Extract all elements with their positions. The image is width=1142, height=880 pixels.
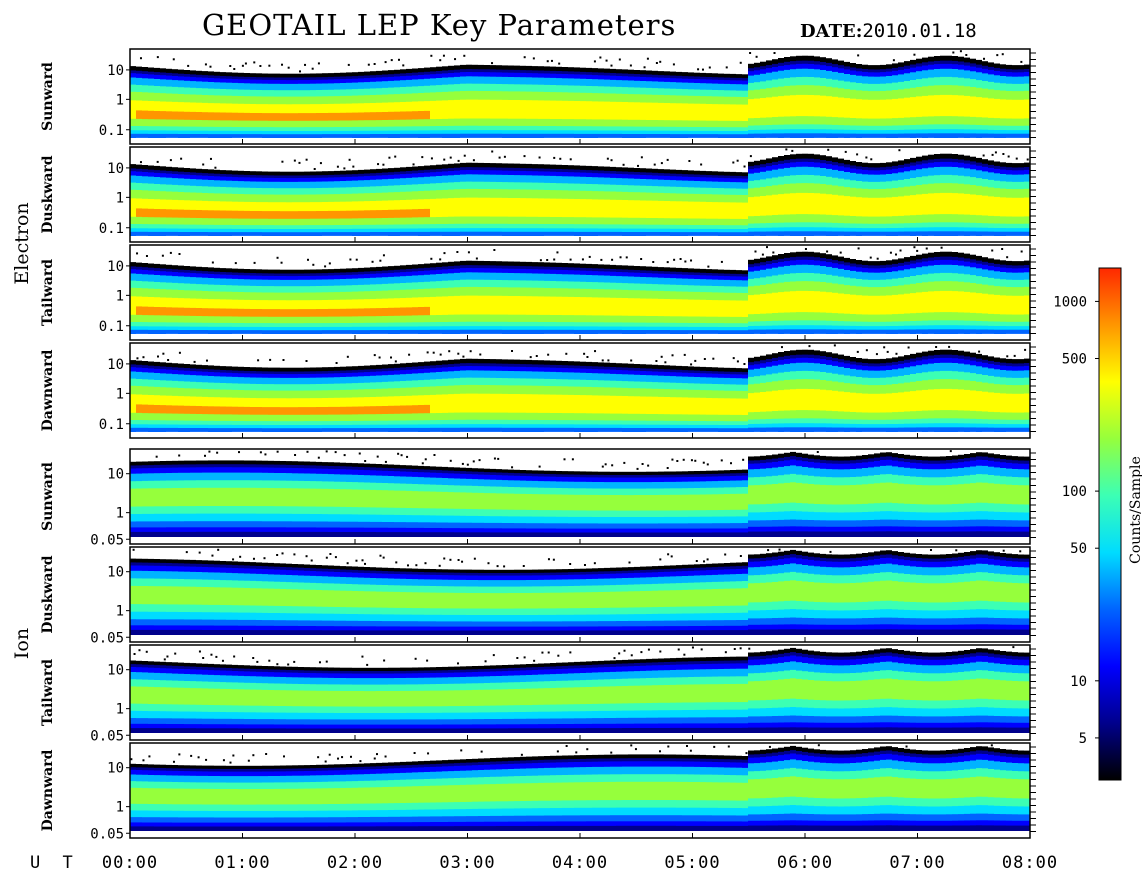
- x-tick-label: 08:00: [1002, 853, 1058, 873]
- date-readout: DATE:2010.01.18: [800, 20, 977, 42]
- plot-title: GEOTAIL LEP Key Parameters: [202, 8, 677, 42]
- colorbar-label: Counts/Sample: [1128, 456, 1142, 564]
- x-tick-label: 03:00: [439, 853, 495, 873]
- spectrogram-panel-2: 10 1 0.1 Tailward: [40, 244, 1036, 341]
- y-tick-label: 1: [116, 288, 124, 304]
- colorbar-tick-label: 10: [1070, 674, 1087, 690]
- y-tick-label: 0.05: [90, 728, 124, 744]
- x-tick-label: 00:00: [102, 853, 158, 873]
- y-tick-label: 0.1: [99, 417, 124, 433]
- panel-label-duskward: Duskward: [40, 155, 56, 233]
- y-tick-label: 0.05: [90, 826, 124, 842]
- x-tick-label: 01:00: [214, 853, 270, 873]
- colorbar-tick-label: 100: [1062, 484, 1087, 500]
- x-axis-label: U T: [30, 853, 79, 873]
- spectrogram-panel-0: 10 1 0.1 Sunward: [40, 48, 1036, 145]
- y-tick-label: 0.1: [99, 123, 124, 139]
- panel-label-sunward: Sunward: [40, 62, 56, 131]
- colorbar: [1098, 267, 1122, 781]
- y-tick-label: 0.05: [90, 630, 124, 646]
- y-tick-label: 1: [116, 604, 124, 620]
- y-tick-label: 1: [116, 190, 124, 206]
- spectrogram-panel-3: 10 1 0.1 Dawnward: [40, 342, 1036, 439]
- y-tick-label: 1: [116, 386, 124, 402]
- y-tick-label: 1: [116, 800, 124, 816]
- y-tick-label: 10: [107, 467, 124, 483]
- spectrogram-panel-7: 10 1 0.05 Dawnward: [40, 742, 1036, 842]
- y-tick-label: 10: [107, 357, 124, 373]
- colorbar-tick-label: 500: [1062, 352, 1087, 368]
- panel-label-tailward: Tailward: [40, 259, 56, 326]
- y-tick-label: 10: [107, 161, 124, 177]
- panel-label-tailward: Tailward: [40, 659, 56, 726]
- spectrogram-panel-1: 10 1 0.1 Duskward: [40, 146, 1036, 243]
- colorbar-tick-label: 50: [1070, 541, 1087, 557]
- y-tick-label: 10: [107, 63, 124, 79]
- x-tick-label: 06:00: [777, 853, 833, 873]
- y-tick-label: 1: [116, 92, 124, 108]
- y-tick-label: 10: [107, 663, 124, 679]
- y-tick-label: 0.05: [90, 532, 124, 548]
- panel-label-duskward: Duskward: [40, 555, 56, 633]
- date-value: 2010.01.18: [862, 20, 977, 42]
- group-label-electron: Electron: [11, 202, 33, 284]
- y-tick-label: 10: [107, 259, 124, 275]
- x-tick-label: 05:00: [664, 853, 720, 873]
- panel-label-dawnward: Dawnward: [40, 749, 56, 831]
- y-tick-label: 1: [116, 506, 124, 522]
- x-tick-label: 07:00: [889, 853, 945, 873]
- y-tick-label: 10: [107, 565, 124, 581]
- y-tick-label: 1: [116, 702, 124, 718]
- spectrogram-panel-6: 10 1 0.05 Tailward: [40, 644, 1036, 744]
- y-tick-label: 10: [107, 761, 124, 777]
- panel-label-sunward: Sunward: [40, 462, 56, 531]
- colorbar-tick-label: 1000: [1053, 294, 1087, 310]
- spectrogram-panel-5: 10 1 0.05 Duskward: [40, 546, 1036, 646]
- x-tick-label: 02:00: [327, 853, 383, 873]
- y-tick-label: 0.1: [99, 319, 124, 335]
- colorbar-tick-label: 5: [1079, 731, 1087, 747]
- group-label-ion: Ion: [11, 628, 33, 659]
- spectrogram-panel-4: 10 1 0.05 Sunward: [40, 448, 1036, 548]
- x-tick-label: 04:00: [552, 853, 608, 873]
- date-label: DATE:: [800, 21, 863, 42]
- y-tick-label: 0.1: [99, 221, 124, 237]
- panel-label-dawnward: Dawnward: [40, 349, 56, 431]
